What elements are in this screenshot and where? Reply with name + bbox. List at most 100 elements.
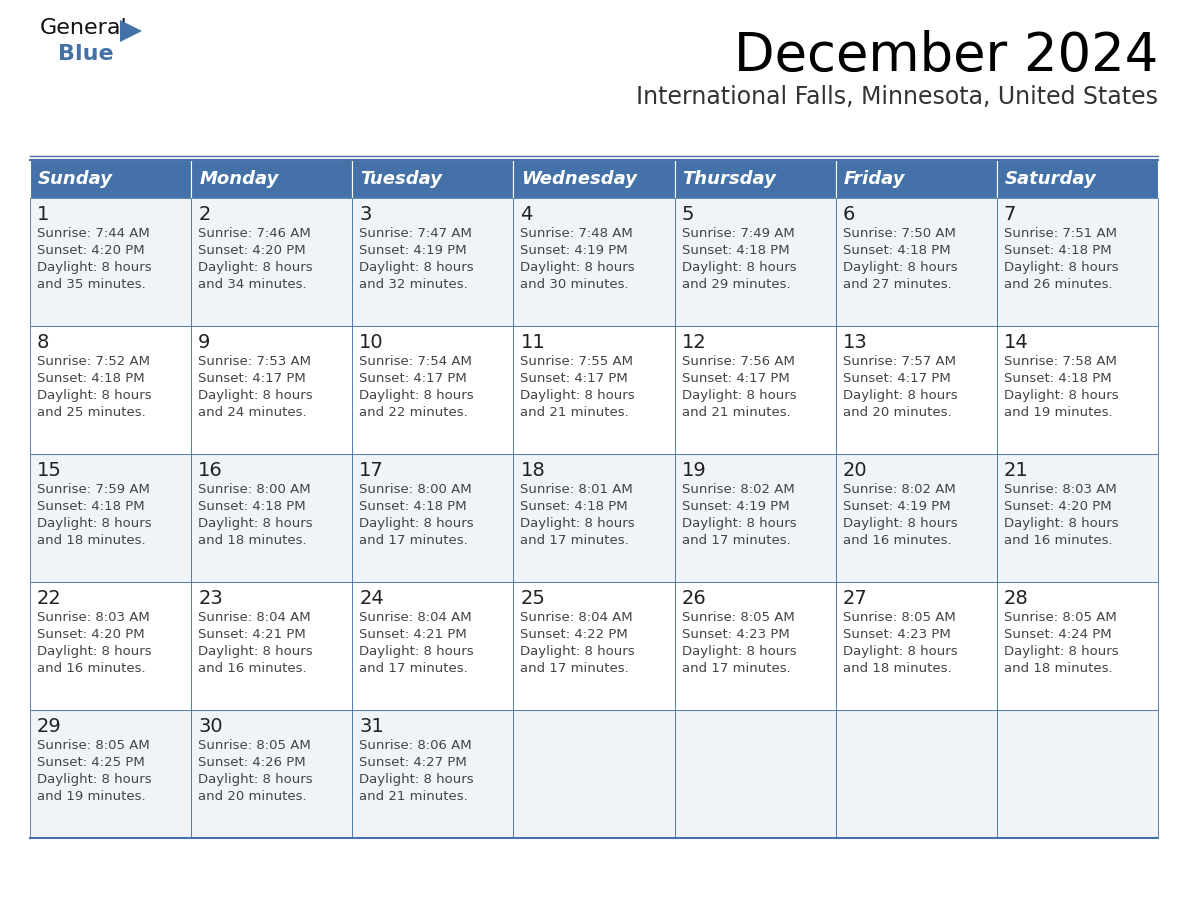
Text: Sunrise: 8:03 AM: Sunrise: 8:03 AM bbox=[1004, 483, 1117, 496]
Text: and 32 minutes.: and 32 minutes. bbox=[359, 278, 468, 291]
Text: Saturday: Saturday bbox=[1005, 170, 1097, 188]
Text: Sunset: 4:23 PM: Sunset: 4:23 PM bbox=[682, 628, 789, 641]
Bar bbox=[997, 326, 1158, 454]
Text: Daylight: 8 hours: Daylight: 8 hours bbox=[37, 389, 152, 402]
Bar bbox=[997, 582, 1158, 710]
Bar bbox=[997, 710, 1158, 838]
Text: Sunrise: 7:48 AM: Sunrise: 7:48 AM bbox=[520, 227, 633, 240]
Text: and 18 minutes.: and 18 minutes. bbox=[198, 534, 307, 547]
Text: Daylight: 8 hours: Daylight: 8 hours bbox=[198, 389, 312, 402]
Text: and 29 minutes.: and 29 minutes. bbox=[682, 278, 790, 291]
Bar bbox=[353, 582, 513, 710]
Text: 13: 13 bbox=[842, 333, 867, 352]
Bar bbox=[30, 710, 191, 838]
Text: Thursday: Thursday bbox=[683, 170, 777, 188]
Text: Sunrise: 7:56 AM: Sunrise: 7:56 AM bbox=[682, 355, 795, 368]
Text: Sunset: 4:17 PM: Sunset: 4:17 PM bbox=[198, 372, 305, 385]
Text: 6: 6 bbox=[842, 205, 855, 224]
Text: 7: 7 bbox=[1004, 205, 1016, 224]
Text: 5: 5 bbox=[682, 205, 694, 224]
Bar bbox=[835, 326, 997, 454]
Bar bbox=[513, 710, 675, 838]
Text: 8: 8 bbox=[37, 333, 50, 352]
Text: International Falls, Minnesota, United States: International Falls, Minnesota, United S… bbox=[636, 85, 1158, 109]
Text: and 17 minutes.: and 17 minutes. bbox=[359, 662, 468, 675]
Bar bbox=[513, 326, 675, 454]
Text: Daylight: 8 hours: Daylight: 8 hours bbox=[1004, 645, 1118, 658]
Text: Sunrise: 8:02 AM: Sunrise: 8:02 AM bbox=[682, 483, 795, 496]
Text: Daylight: 8 hours: Daylight: 8 hours bbox=[198, 645, 312, 658]
Text: Sunset: 4:23 PM: Sunset: 4:23 PM bbox=[842, 628, 950, 641]
Text: 15: 15 bbox=[37, 461, 62, 480]
Text: Daylight: 8 hours: Daylight: 8 hours bbox=[198, 261, 312, 274]
Text: 31: 31 bbox=[359, 717, 384, 736]
Text: Sunrise: 7:44 AM: Sunrise: 7:44 AM bbox=[37, 227, 150, 240]
Bar bbox=[191, 326, 353, 454]
Bar bbox=[353, 198, 513, 326]
Bar bbox=[191, 582, 353, 710]
Text: Daylight: 8 hours: Daylight: 8 hours bbox=[37, 773, 152, 786]
Text: Daylight: 8 hours: Daylight: 8 hours bbox=[359, 645, 474, 658]
Bar bbox=[513, 198, 675, 326]
Text: Sunrise: 8:00 AM: Sunrise: 8:00 AM bbox=[359, 483, 472, 496]
Text: and 34 minutes.: and 34 minutes. bbox=[198, 278, 307, 291]
Text: 27: 27 bbox=[842, 589, 867, 608]
Text: Sunset: 4:19 PM: Sunset: 4:19 PM bbox=[842, 500, 950, 513]
Text: Sunset: 4:24 PM: Sunset: 4:24 PM bbox=[1004, 628, 1112, 641]
Text: 18: 18 bbox=[520, 461, 545, 480]
Text: Daylight: 8 hours: Daylight: 8 hours bbox=[520, 645, 636, 658]
Text: Sunrise: 7:59 AM: Sunrise: 7:59 AM bbox=[37, 483, 150, 496]
Text: 11: 11 bbox=[520, 333, 545, 352]
Text: Sunrise: 8:02 AM: Sunrise: 8:02 AM bbox=[842, 483, 955, 496]
Text: Sunrise: 7:54 AM: Sunrise: 7:54 AM bbox=[359, 355, 472, 368]
Text: and 18 minutes.: and 18 minutes. bbox=[1004, 662, 1112, 675]
Text: Daylight: 8 hours: Daylight: 8 hours bbox=[1004, 261, 1118, 274]
Bar bbox=[997, 454, 1158, 582]
Text: Daylight: 8 hours: Daylight: 8 hours bbox=[520, 517, 636, 530]
Text: Sunrise: 7:57 AM: Sunrise: 7:57 AM bbox=[842, 355, 955, 368]
Bar bbox=[353, 710, 513, 838]
Text: Sunrise: 8:01 AM: Sunrise: 8:01 AM bbox=[520, 483, 633, 496]
Bar bbox=[191, 198, 353, 326]
Bar bbox=[30, 326, 191, 454]
Text: Sunset: 4:26 PM: Sunset: 4:26 PM bbox=[198, 756, 305, 769]
Text: Daylight: 8 hours: Daylight: 8 hours bbox=[842, 517, 958, 530]
Bar bbox=[191, 160, 353, 198]
Bar bbox=[835, 454, 997, 582]
Text: Sunrise: 7:53 AM: Sunrise: 7:53 AM bbox=[198, 355, 311, 368]
Bar bbox=[191, 454, 353, 582]
Text: 19: 19 bbox=[682, 461, 707, 480]
Bar bbox=[675, 582, 835, 710]
Text: Sunrise: 7:58 AM: Sunrise: 7:58 AM bbox=[1004, 355, 1117, 368]
Text: Sunset: 4:19 PM: Sunset: 4:19 PM bbox=[359, 244, 467, 257]
Bar bbox=[997, 198, 1158, 326]
Text: and 20 minutes.: and 20 minutes. bbox=[842, 406, 952, 419]
Text: Sunrise: 8:05 AM: Sunrise: 8:05 AM bbox=[682, 611, 795, 624]
Text: Sunset: 4:19 PM: Sunset: 4:19 PM bbox=[520, 244, 628, 257]
Text: Daylight: 8 hours: Daylight: 8 hours bbox=[37, 517, 152, 530]
Text: Daylight: 8 hours: Daylight: 8 hours bbox=[682, 517, 796, 530]
Text: Sunset: 4:21 PM: Sunset: 4:21 PM bbox=[359, 628, 467, 641]
Text: 17: 17 bbox=[359, 461, 384, 480]
Bar bbox=[835, 710, 997, 838]
Text: Sunset: 4:25 PM: Sunset: 4:25 PM bbox=[37, 756, 145, 769]
Text: and 16 minutes.: and 16 minutes. bbox=[37, 662, 146, 675]
Text: and 16 minutes.: and 16 minutes. bbox=[198, 662, 307, 675]
Text: and 35 minutes.: and 35 minutes. bbox=[37, 278, 146, 291]
Bar bbox=[353, 160, 513, 198]
Text: Daylight: 8 hours: Daylight: 8 hours bbox=[198, 773, 312, 786]
Text: Daylight: 8 hours: Daylight: 8 hours bbox=[198, 517, 312, 530]
Text: and 22 minutes.: and 22 minutes. bbox=[359, 406, 468, 419]
Text: 22: 22 bbox=[37, 589, 62, 608]
Text: Daylight: 8 hours: Daylight: 8 hours bbox=[359, 389, 474, 402]
Bar bbox=[30, 160, 191, 198]
Bar bbox=[835, 582, 997, 710]
Text: Sunset: 4:18 PM: Sunset: 4:18 PM bbox=[359, 500, 467, 513]
Text: Blue: Blue bbox=[58, 44, 114, 64]
Text: Sunset: 4:20 PM: Sunset: 4:20 PM bbox=[37, 628, 145, 641]
Text: and 17 minutes.: and 17 minutes. bbox=[520, 534, 630, 547]
Bar bbox=[835, 198, 997, 326]
Bar bbox=[30, 454, 191, 582]
Text: Sunset: 4:19 PM: Sunset: 4:19 PM bbox=[682, 500, 789, 513]
Bar bbox=[30, 198, 191, 326]
